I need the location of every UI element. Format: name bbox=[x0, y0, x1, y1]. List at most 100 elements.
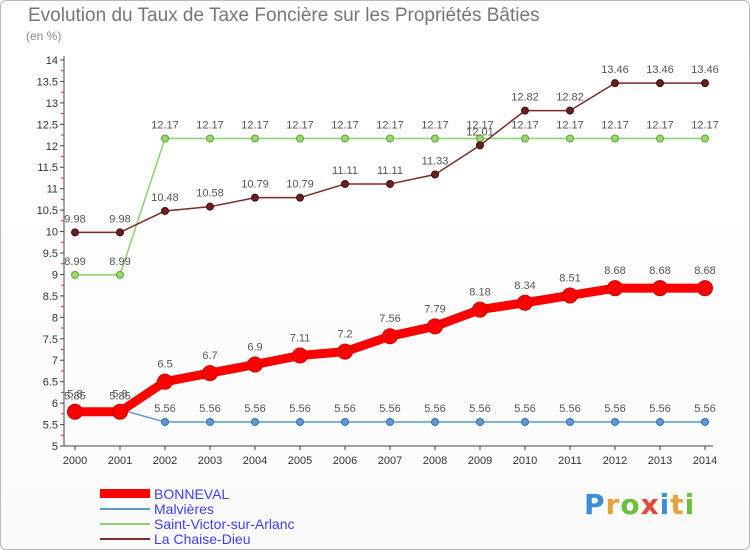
y-tick-label: 10.5 bbox=[37, 205, 58, 217]
chart-axes: 55.566.577.588.599.51010.51111.51212.513… bbox=[37, 55, 718, 467]
data-label-la-chaise-dieu: 11.11 bbox=[377, 165, 403, 177]
data-label-saint-victor-sur-arlanc: 12.17 bbox=[556, 119, 584, 131]
data-point-saint-victor-sur-arlanc bbox=[161, 134, 169, 143]
data-label-bonneval: 7.11 bbox=[290, 333, 311, 345]
data-point-malvieres bbox=[251, 417, 259, 426]
x-tick-label: 2003 bbox=[198, 455, 222, 467]
data-point-saint-victor-sur-arlanc bbox=[341, 134, 349, 143]
data-label-malvieres: 5.56 bbox=[334, 403, 355, 415]
data-label-la-chaise-dieu: 12.82 bbox=[511, 92, 539, 104]
data-label-saint-victor-sur-arlanc: 12.17 bbox=[196, 119, 224, 131]
data-label-la-chaise-dieu: 13.46 bbox=[691, 64, 719, 76]
legend-label: Saint-Victor-sur-Arlanc bbox=[154, 515, 295, 532]
data-point-bonneval bbox=[247, 356, 263, 373]
data-point-la-chaise-dieu bbox=[341, 179, 349, 188]
data-label-saint-victor-sur-arlanc: 12.17 bbox=[466, 119, 494, 131]
data-label-bonneval: 6.7 bbox=[202, 350, 217, 362]
chart-data-labels: 5.8 5.8 6.5 6.7 6.9 7.11 7.2 7.56 7.79 8.18 8.34 8.… bbox=[64, 64, 718, 415]
y-tick-label: 9 bbox=[52, 269, 58, 281]
data-label-malvieres: 5.85 bbox=[109, 391, 130, 403]
data-point-malvieres bbox=[701, 417, 709, 426]
data-point-saint-victor-sur-arlanc bbox=[296, 134, 304, 143]
data-label-la-chaise-dieu: 12.01 bbox=[466, 126, 494, 138]
data-point-bonneval bbox=[112, 403, 128, 420]
x-tick-label: 2007 bbox=[378, 455, 402, 467]
data-label-saint-victor-sur-arlanc: 8.99 bbox=[64, 256, 85, 268]
data-label-bonneval: 8.34 bbox=[514, 280, 535, 292]
data-point-bonneval bbox=[202, 365, 218, 382]
data-label-malvieres: 5.56 bbox=[379, 403, 400, 415]
y-tick-label: 13 bbox=[46, 98, 58, 110]
data-point-bonneval bbox=[157, 373, 173, 390]
legend-swatch bbox=[100, 537, 150, 540]
data-point-bonneval bbox=[562, 287, 578, 304]
data-point-malvieres bbox=[476, 417, 484, 426]
y-tick-label: 5.5 bbox=[43, 420, 58, 432]
y-tick-label: 6.5 bbox=[43, 377, 58, 389]
data-label-la-chaise-dieu: 11.11 bbox=[332, 165, 358, 177]
x-tick-label: 2006 bbox=[333, 455, 357, 467]
y-tick-label: 12.5 bbox=[37, 119, 58, 131]
x-tick-label: 2000 bbox=[63, 455, 87, 467]
data-label-malvieres: 5.56 bbox=[199, 403, 220, 415]
data-point-malvieres bbox=[656, 417, 664, 426]
data-label-bonneval: 8.68 bbox=[694, 265, 715, 277]
y-tick-label: 7.5 bbox=[43, 334, 58, 346]
chart-title: Evolution du Taux de Taxe Foncière sur l… bbox=[28, 5, 540, 26]
data-label-la-chaise-dieu: 9.98 bbox=[109, 213, 130, 225]
proxiti-logo: Proxiti bbox=[584, 488, 695, 521]
data-point-bonneval bbox=[382, 328, 398, 345]
data-point-saint-victor-sur-arlanc bbox=[656, 134, 664, 143]
series-line-la-chaise-dieu bbox=[75, 82, 705, 234]
x-tick-label: 2004 bbox=[243, 455, 267, 467]
data-label-la-chaise-dieu: 9.98 bbox=[64, 213, 85, 225]
data-label-bonneval: 8.68 bbox=[649, 265, 670, 277]
data-label-la-chaise-dieu: 10.48 bbox=[151, 192, 179, 204]
data-label-la-chaise-dieu: 10.79 bbox=[286, 179, 314, 191]
y-tick-label: 7 bbox=[52, 355, 58, 367]
data-point-la-chaise-dieu bbox=[206, 202, 214, 211]
data-label-malvieres: 5.56 bbox=[694, 403, 715, 415]
data-label-la-chaise-dieu: 11.33 bbox=[422, 156, 449, 168]
legend-swatch bbox=[100, 522, 150, 525]
data-point-saint-victor-sur-arlanc bbox=[206, 134, 214, 143]
data-point-la-chaise-dieu bbox=[386, 179, 394, 188]
x-tick-label: 2013 bbox=[648, 455, 672, 467]
data-point-saint-victor-sur-arlanc bbox=[701, 134, 709, 143]
logo-letter: i bbox=[659, 488, 671, 521]
data-label-saint-victor-sur-arlanc: 12.17 bbox=[421, 119, 449, 131]
data-label-bonneval: 8.51 bbox=[559, 272, 580, 284]
data-label-la-chaise-dieu: 10.79 bbox=[241, 179, 269, 191]
data-point-la-chaise-dieu bbox=[251, 193, 259, 202]
data-label-saint-victor-sur-arlanc: 12.17 bbox=[286, 119, 314, 131]
data-point-malvieres bbox=[296, 417, 304, 426]
data-point-la-chaise-dieu bbox=[161, 206, 169, 215]
data-label-saint-victor-sur-arlanc: 12.17 bbox=[691, 119, 719, 131]
legend-item-la-chaise-dieu: La Chaise-Dieu bbox=[100, 531, 295, 547]
legend-item-bonneval: BONNEVAL bbox=[100, 485, 295, 502]
data-point-malvieres bbox=[161, 417, 169, 426]
data-point-la-chaise-dieu bbox=[521, 106, 529, 115]
data-label-malvieres: 5.56 bbox=[649, 403, 670, 415]
data-label-la-chaise-dieu: 12.82 bbox=[556, 92, 584, 104]
x-tick-label: 2009 bbox=[468, 455, 492, 467]
data-point-la-chaise-dieu bbox=[611, 79, 619, 88]
data-point-la-chaise-dieu bbox=[296, 193, 304, 202]
data-point-la-chaise-dieu bbox=[71, 228, 79, 237]
data-point-malvieres bbox=[566, 417, 574, 426]
data-point-bonneval bbox=[427, 318, 443, 335]
data-point-bonneval bbox=[472, 301, 488, 318]
data-label-bonneval: 8.68 bbox=[604, 265, 625, 277]
series-line-saint-victor-sur-arlanc bbox=[75, 137, 705, 276]
data-point-bonneval bbox=[607, 280, 623, 297]
legend-item-saint-victor-sur-arlanc: Saint-Victor-sur-Arlanc bbox=[100, 515, 295, 532]
y-tick-label: 8.5 bbox=[43, 291, 58, 303]
data-label-la-chaise-dieu: 13.46 bbox=[601, 64, 629, 76]
data-label-bonneval: 5.8 bbox=[112, 389, 127, 401]
legend-label: BONNEVAL bbox=[154, 485, 230, 502]
logo-letter: P bbox=[584, 488, 606, 521]
data-point-saint-victor-sur-arlanc bbox=[251, 134, 259, 143]
x-tick-label: 2005 bbox=[288, 455, 312, 467]
y-tick-label: 11.5 bbox=[37, 162, 58, 174]
data-point-la-chaise-dieu bbox=[656, 79, 664, 88]
